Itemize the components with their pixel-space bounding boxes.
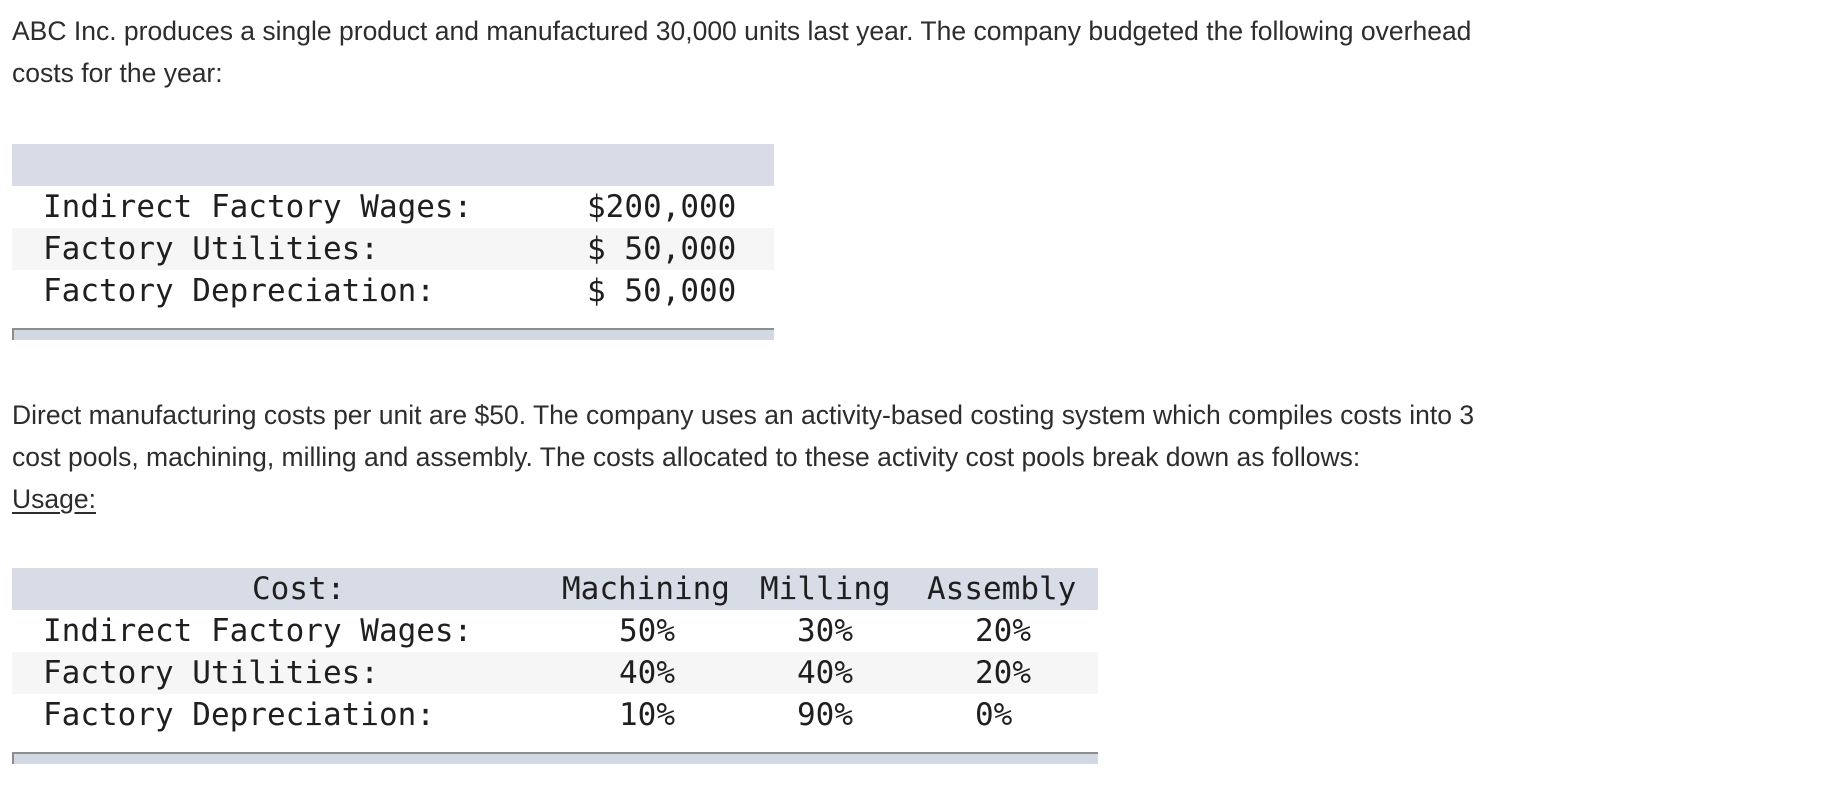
machining-value: 40% <box>619 655 675 691</box>
row-amount: $200,000 <box>587 189 737 225</box>
milling-value: 40% <box>797 655 853 691</box>
overhead-cost-table: Indirect Factory Wages: $200,000 Factory… <box>12 144 774 340</box>
table-row: Factory Depreciation: $ 50,000 <box>12 270 774 312</box>
table-row: Indirect Factory Wages: 50% 30% 20% <box>12 610 1098 652</box>
machining-value: 50% <box>619 613 675 649</box>
usage-label: Usage: <box>12 484 96 514</box>
row-label: Indirect Factory Wages: <box>43 613 473 649</box>
assembly-value: 0% <box>975 697 1013 733</box>
table-row: Indirect Factory Wages: $200,000 <box>12 186 774 228</box>
description-paragraph: Direct manufacturing costs per unit are … <box>12 394 1812 520</box>
table-row: Factory Utilities: $ 50,000 <box>12 228 774 270</box>
intro-line-2: costs for the year: <box>12 58 223 88</box>
assembly-value: 20% <box>975 613 1031 649</box>
table-row: Factory Depreciation: 10% 90% 0% <box>12 694 1098 736</box>
row-label: Factory Depreciation: <box>43 273 435 309</box>
intro-paragraph: ABC Inc. produces a single product and m… <box>12 10 1812 94</box>
table-header: Cost: Machining Milling Assembly <box>12 568 1098 610</box>
row-amount: $ 50,000 <box>587 273 737 309</box>
row-label: Indirect Factory Wages: <box>43 189 473 225</box>
table-footer <box>12 328 774 340</box>
table-row: Factory Utilities: 40% 40% 20% <box>12 652 1098 694</box>
row-amount: $ 50,000 <box>587 231 737 267</box>
row-label: Factory Utilities: <box>43 655 379 691</box>
description-line-2: cost pools, machining, milling and assem… <box>12 442 1361 472</box>
row-label: Factory Depreciation: <box>43 697 435 733</box>
allocation-table: Cost: Machining Milling Assembly Indirec… <box>12 568 1098 764</box>
table-header <box>12 144 774 186</box>
description-line-1: Direct manufacturing costs per unit are … <box>12 400 1475 430</box>
assembly-value: 20% <box>975 655 1031 691</box>
milling-value: 30% <box>797 613 853 649</box>
machining-value: 10% <box>619 697 675 733</box>
milling-value: 90% <box>797 697 853 733</box>
table-footer <box>12 752 1098 764</box>
row-label: Factory Utilities: <box>43 231 379 267</box>
header-machining: Machining <box>562 571 730 607</box>
header-milling: Milling <box>760 571 891 607</box>
intro-line-1: ABC Inc. produces a single product and m… <box>12 16 1472 46</box>
header-assembly: Assembly <box>927 571 1077 607</box>
header-cost: Cost: <box>252 571 346 607</box>
